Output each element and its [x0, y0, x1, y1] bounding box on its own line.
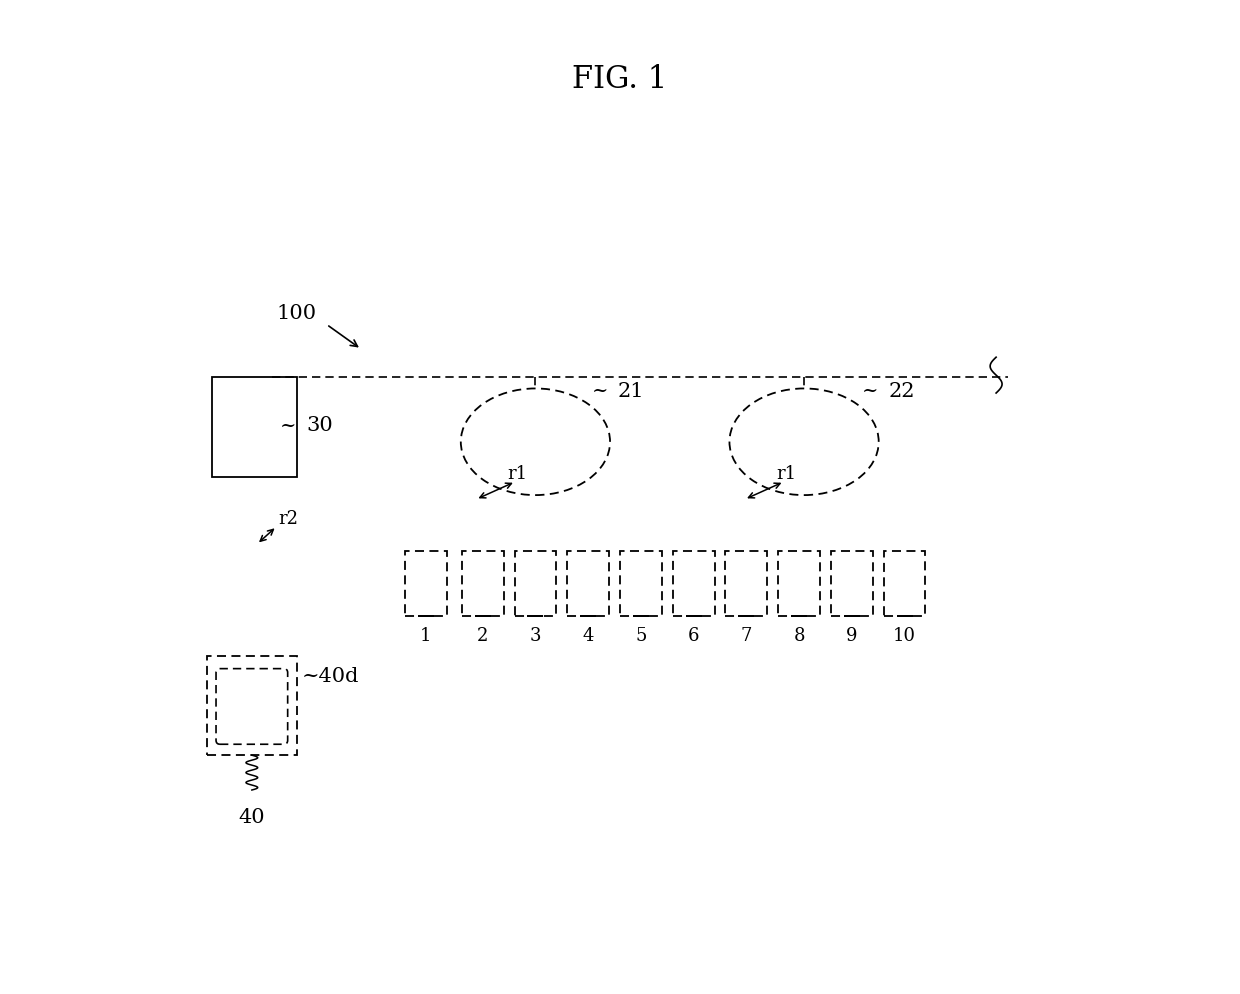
Text: 2: 2: [477, 626, 489, 644]
Text: 6: 6: [688, 626, 699, 644]
Ellipse shape: [461, 389, 610, 496]
Text: ~: ~: [280, 416, 296, 434]
Text: r1: r1: [776, 464, 796, 482]
Bar: [620, 552, 662, 616]
Bar: [884, 552, 925, 616]
Bar: [461, 552, 503, 616]
Bar: [725, 552, 768, 616]
Text: 4: 4: [583, 626, 594, 644]
Text: 8: 8: [794, 626, 805, 644]
Text: 22: 22: [889, 381, 915, 401]
Text: FIG. 1: FIG. 1: [573, 64, 667, 95]
Text: ~: ~: [591, 382, 608, 400]
Text: 30: 30: [306, 415, 334, 435]
Bar: [831, 552, 873, 616]
Text: 5: 5: [635, 626, 646, 644]
Text: 40: 40: [238, 807, 265, 826]
Text: ~: ~: [862, 382, 879, 400]
Bar: [405, 552, 446, 616]
Bar: [673, 552, 714, 616]
Text: 100: 100: [277, 303, 316, 323]
Text: r2: r2: [279, 510, 299, 528]
Text: 10: 10: [893, 626, 916, 644]
Text: 7: 7: [740, 626, 751, 644]
Ellipse shape: [729, 389, 879, 496]
Bar: [567, 552, 609, 616]
Bar: [779, 552, 820, 616]
Text: r1: r1: [507, 464, 528, 482]
Bar: [212, 378, 296, 477]
Text: 9: 9: [846, 626, 858, 644]
FancyBboxPatch shape: [216, 669, 288, 745]
Bar: [515, 552, 557, 616]
Text: ~40d: ~40d: [301, 666, 358, 685]
Text: 21: 21: [618, 381, 645, 401]
Text: 3: 3: [529, 626, 541, 644]
Bar: [207, 656, 296, 755]
Text: 1: 1: [420, 626, 432, 644]
